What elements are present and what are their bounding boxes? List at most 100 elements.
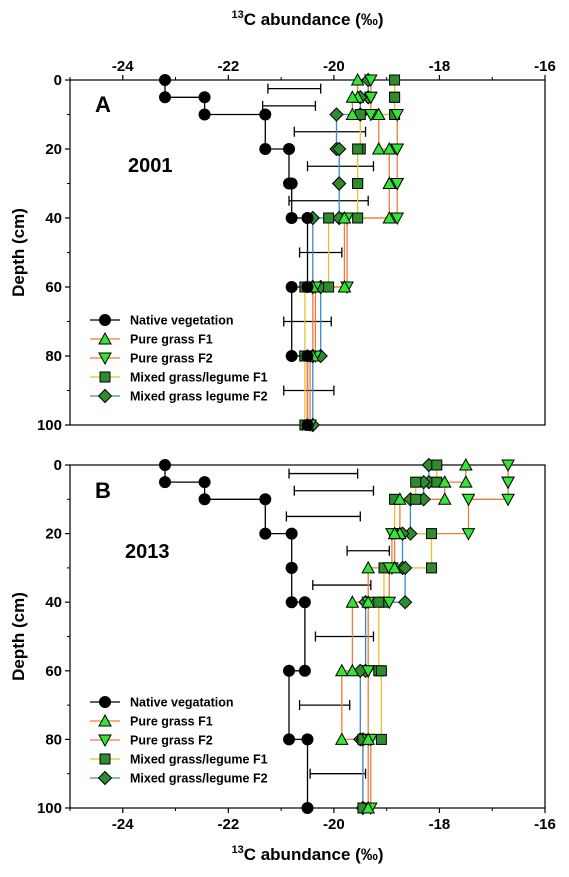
y-tick-label: 20 xyxy=(45,141,62,158)
data-point xyxy=(345,107,360,120)
data-point xyxy=(371,107,386,120)
y-tick-label: 0 xyxy=(54,457,62,474)
data-point xyxy=(426,562,438,574)
x-tick-label: -20 xyxy=(323,816,345,833)
data-point xyxy=(352,212,364,224)
legend: Native vegetation Pure grass F1 Pure grass… xyxy=(90,314,268,404)
y-tick-label: 20 xyxy=(45,526,62,543)
data-point xyxy=(285,596,298,609)
data-point xyxy=(301,733,314,746)
legend-marker xyxy=(99,753,111,765)
legend-marker xyxy=(97,770,113,786)
x-axis-title-text: C abundance (‰) xyxy=(244,845,384,864)
panel-letter: A xyxy=(95,92,111,117)
data-point xyxy=(159,459,171,471)
y-tick-label: 60 xyxy=(45,279,62,296)
data-point xyxy=(361,560,376,574)
y-tick-label: 40 xyxy=(45,210,62,227)
year-label: 2001 xyxy=(128,155,173,177)
data-point xyxy=(361,800,376,814)
data-point xyxy=(285,177,298,190)
series-markers-2 xyxy=(300,72,397,431)
y-tick-label: 60 xyxy=(45,663,62,680)
data-point xyxy=(375,733,387,745)
data-point xyxy=(390,178,405,191)
data-point xyxy=(285,527,298,540)
legend-marker xyxy=(98,331,112,345)
data-point xyxy=(198,493,211,506)
data-point xyxy=(458,475,473,488)
data-point xyxy=(501,459,515,473)
y-tick-label: 0 xyxy=(54,72,62,89)
data-point xyxy=(285,281,298,293)
x-tick-label: -20 xyxy=(323,58,345,75)
data-point xyxy=(382,596,397,610)
data-point xyxy=(461,528,476,541)
data-point xyxy=(301,281,314,293)
data-point xyxy=(198,476,211,489)
legend-label: Native vegatation xyxy=(130,696,234,710)
data-point xyxy=(159,476,171,489)
data-point xyxy=(387,560,402,574)
data-point xyxy=(363,91,378,105)
legend-label: Pure grass F1 xyxy=(130,715,213,729)
data-point xyxy=(375,665,387,677)
data-point xyxy=(198,91,211,104)
data-point xyxy=(298,596,311,609)
x-tick-label: -22 xyxy=(217,58,239,75)
data-point xyxy=(334,663,349,677)
data-point xyxy=(431,459,443,471)
legend-label: Native vegetation xyxy=(130,314,234,328)
chart-panel-B: -24 -22 -20 -18 -16 0 20 40 60 80 100 Depth (cm) 13C… xyxy=(9,457,556,864)
data-point xyxy=(159,74,171,86)
data-point xyxy=(397,560,413,576)
data-point xyxy=(461,493,476,507)
legend-label: Pure grass F1 xyxy=(130,333,213,347)
data-point xyxy=(301,419,314,431)
y-tick-label: 100 xyxy=(37,800,62,817)
data-point xyxy=(410,476,422,488)
data-point xyxy=(371,141,386,155)
y-tick-label: 80 xyxy=(45,731,62,748)
data-point xyxy=(426,528,438,540)
x-tick-label: -22 xyxy=(217,816,239,833)
y-axis-title: Depth (cm) xyxy=(9,592,28,681)
chart-panel-A: -24 -22 -20 -18 -16 0 20 40 60 80 100 Depth (cm) 13C… xyxy=(9,9,556,434)
data-point xyxy=(345,90,360,103)
data-point xyxy=(301,350,314,362)
legend-marker xyxy=(99,696,111,708)
data-point xyxy=(373,596,385,608)
legend-label: Pure grass F2 xyxy=(130,734,213,748)
data-point xyxy=(337,210,352,224)
data-point xyxy=(437,475,452,488)
x-tick-label: -18 xyxy=(429,816,451,833)
x-axis-title: 13C abundance (‰) xyxy=(231,844,383,864)
legend-label: Mixed grass legume F2 xyxy=(130,390,268,404)
series-markers-2 xyxy=(334,457,473,814)
data-point xyxy=(363,74,378,88)
data-point xyxy=(329,107,344,122)
data-point xyxy=(283,143,296,155)
data-point xyxy=(361,732,376,745)
data-point xyxy=(397,594,413,610)
x-axis-title-superscript: 13 xyxy=(231,9,243,21)
series-markers-3 xyxy=(361,459,515,816)
data-point xyxy=(259,108,272,121)
legend-label: Pure grass F2 xyxy=(130,352,213,366)
data-point xyxy=(382,141,397,155)
data-point xyxy=(382,176,397,189)
data-point xyxy=(283,664,296,677)
data-point xyxy=(352,178,364,189)
y-tick-label: 80 xyxy=(45,348,62,365)
legend: Native vegatation Pure grass F1 Pure grass… xyxy=(90,696,268,786)
series-markers-1 xyxy=(159,74,314,431)
data-point xyxy=(298,664,311,677)
data-point xyxy=(390,109,405,122)
data-point xyxy=(363,109,378,122)
data-point xyxy=(410,493,422,505)
data-point xyxy=(283,733,296,746)
legend-label: Mixed grass/legume F2 xyxy=(130,772,268,786)
data-point xyxy=(301,802,314,814)
data-point xyxy=(285,212,298,224)
